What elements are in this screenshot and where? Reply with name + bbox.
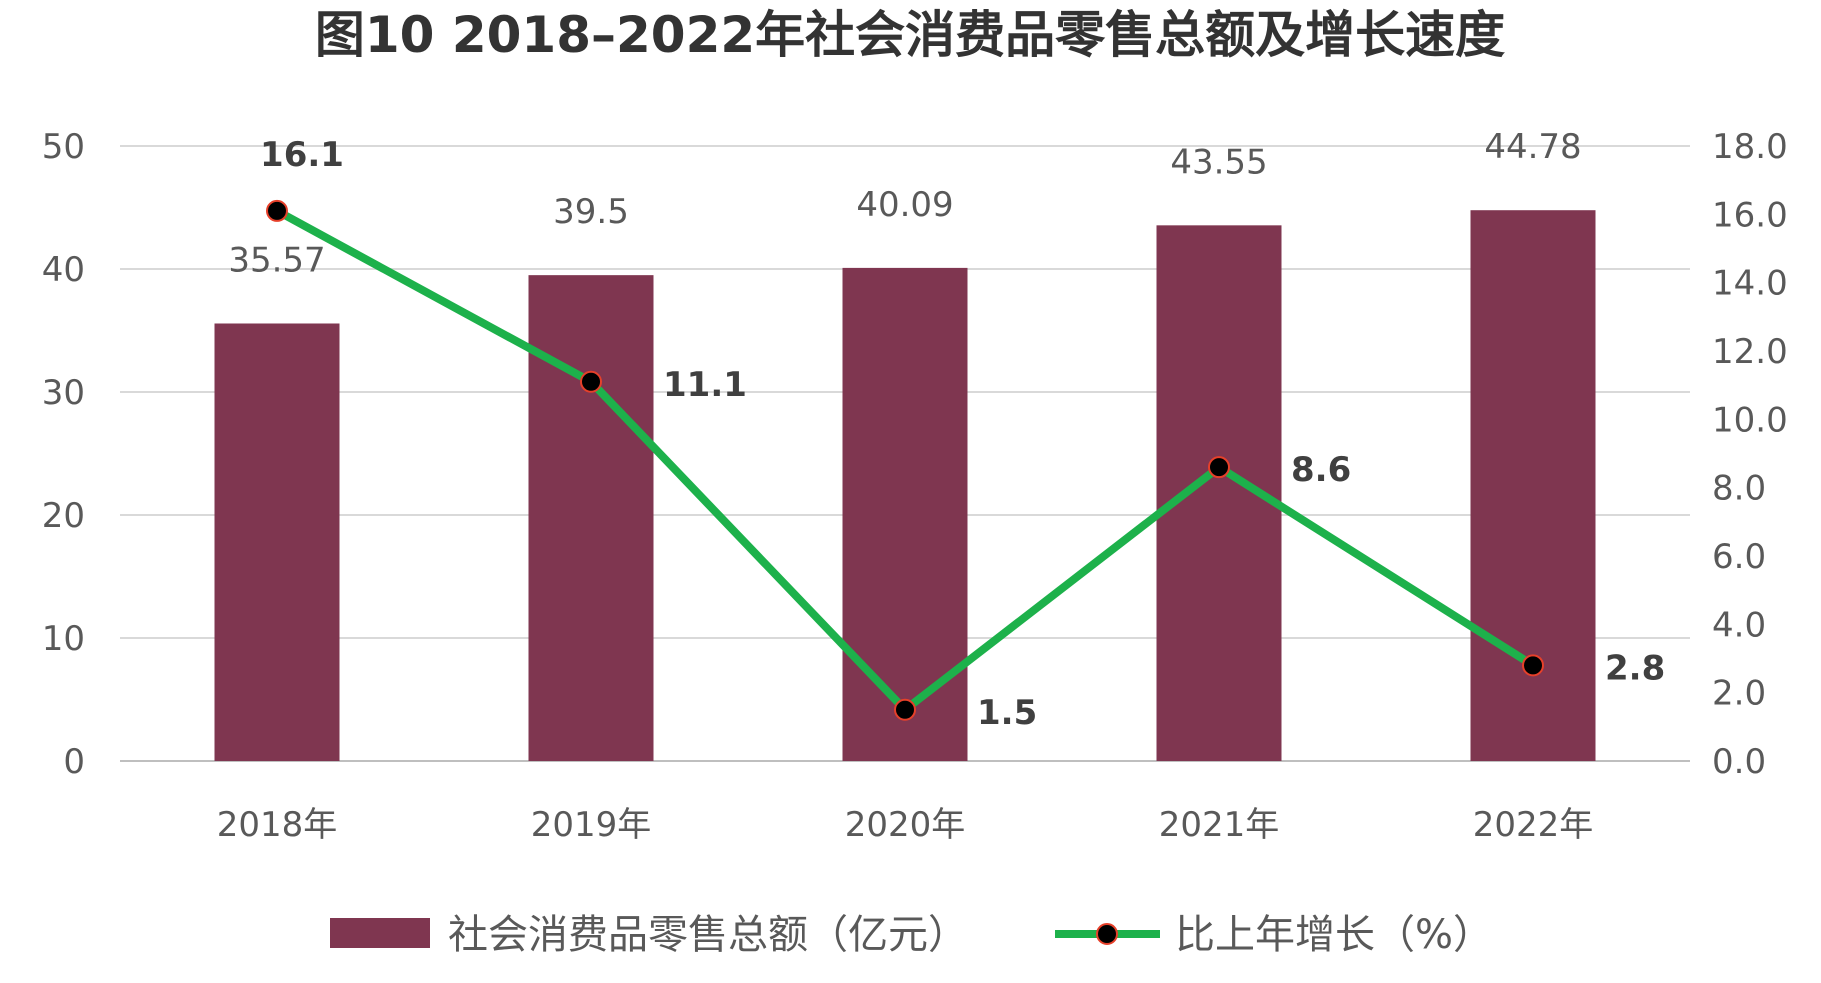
line-series: [266, 199, 1544, 721]
line-value-label: 11.1: [663, 365, 747, 405]
chart-title: 图10 2018–2022年社会消费品零售总额及增长速度: [315, 6, 1505, 64]
y-left-tick-label: 40: [42, 250, 85, 290]
line-value-label: 8.6: [1291, 450, 1351, 490]
y-right-tick-label: 4.0: [1712, 605, 1766, 645]
y-right-tick-label: 2.0: [1712, 674, 1766, 714]
line-value-label: 2.8: [1605, 648, 1665, 688]
y-left-tick-label: 10: [42, 619, 85, 659]
y-left-tick-label: 50: [42, 127, 85, 167]
y-right-tick-label: 6.0: [1712, 537, 1766, 577]
bar-value-label: 44.78: [1484, 127, 1581, 167]
line-point: [266, 199, 288, 222]
y-left-tick-label: 0: [63, 742, 85, 782]
y-right-tick-label: 10.0: [1712, 400, 1788, 440]
y-right-tick-label: 8.0: [1712, 469, 1766, 509]
y-right-tick-label: 16.0: [1712, 195, 1788, 235]
y-left-tick-label: 30: [42, 373, 85, 413]
line-point: [1522, 654, 1544, 677]
legend-label-line: 比上年增长（%）: [1175, 912, 1493, 958]
bar-value-label: 35.57: [228, 240, 325, 280]
bar: [1470, 210, 1596, 761]
x-tick-label: 2019年: [531, 805, 652, 845]
line-value-label: 1.5: [977, 693, 1037, 733]
legend: 社会消费品零售总额（亿元） 比上年增长（%）: [330, 912, 1493, 958]
y-left-tick-label: 20: [42, 496, 85, 536]
bar: [528, 275, 654, 761]
y-right-tick-label: 12.0: [1712, 332, 1788, 372]
line-value-label: 16.1: [260, 135, 344, 175]
bar-value-label: 43.55: [1170, 142, 1267, 182]
x-tick-label: 2022年: [1473, 805, 1594, 845]
x-tick-label: 2018年: [217, 805, 338, 845]
legend-swatch-bar: [330, 918, 430, 948]
legend-label-bar: 社会消费品零售总额（亿元）: [448, 912, 968, 958]
y-right-tick-label: 18.0: [1712, 127, 1788, 167]
bar-value-label: 40.09: [856, 185, 953, 225]
bar: [842, 267, 968, 761]
axes: 0 10 20 30 40 50 0.0 2.0 4.0 6.0 8.0 10.0 12.0 14.0 16…: [42, 127, 1788, 845]
line-point: [894, 698, 916, 721]
line-point: [580, 370, 602, 393]
bar: [214, 323, 340, 761]
line-point: [1208, 456, 1230, 479]
y-right-tick-label: 14.0: [1712, 264, 1788, 304]
bar-value-label: 39.5: [553, 192, 629, 232]
y-right-tick-label: 0.0: [1712, 742, 1766, 782]
legend-swatch-marker: [1096, 923, 1118, 945]
data-labels: 35.57 39.5 40.09 43.55 44.78 16.1 11.1 1.5 8.6 2.…: [228, 127, 1665, 733]
x-tick-label: 2021年: [1159, 805, 1280, 845]
x-tick-label: 2020年: [845, 805, 966, 845]
